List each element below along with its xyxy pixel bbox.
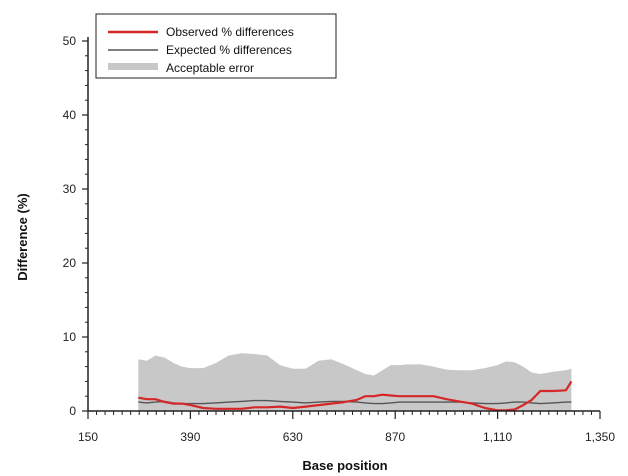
- legend: Observed % differences Expected % differ…: [95, 13, 337, 79]
- x-tick-label: 1,350: [585, 430, 615, 444]
- x-tick-label: 1,110: [483, 430, 512, 444]
- legend-label-band: Acceptable error: [166, 61, 254, 75]
- legend-label-observed: Observed % differences: [166, 25, 294, 39]
- x-tick-label: 390: [180, 430, 200, 444]
- observed-series-line: [138, 380, 573, 412]
- x-tick-label: 150: [78, 430, 98, 444]
- legend-swatch-band: [108, 63, 158, 70]
- x-tick-label: 870: [385, 430, 405, 444]
- y-tick-label: 10: [63, 330, 77, 344]
- axes-layer: [87, 37, 600, 412]
- y-tick-label: 40: [63, 108, 77, 122]
- y-tick-label: 0: [69, 404, 76, 418]
- series-layer: [138, 380, 573, 412]
- acceptable-error-band-layer: [138, 353, 572, 411]
- x-tick-label: 630: [283, 430, 303, 444]
- y-axis-title: Difference (%): [15, 193, 30, 280]
- legend-label-expected: Expected % differences: [166, 43, 292, 57]
- y-tick-label: 30: [63, 182, 77, 196]
- x-axis-title: Base position: [302, 458, 387, 473]
- y-tick-label: 20: [63, 256, 77, 270]
- y-tick-label: 50: [63, 34, 77, 48]
- acceptable-error-band: [138, 353, 572, 411]
- expected-series-line: [138, 399, 572, 405]
- ticks-layer: 0 10 20 30 40 50 150 390 630 870 1,110 1,350: [63, 34, 616, 444]
